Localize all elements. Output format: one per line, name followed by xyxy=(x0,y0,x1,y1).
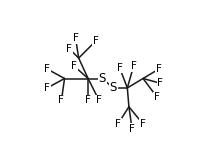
Text: F: F xyxy=(44,83,50,93)
Text: F: F xyxy=(73,33,79,43)
Text: F: F xyxy=(85,95,91,106)
Text: F: F xyxy=(157,78,163,88)
Text: F: F xyxy=(117,62,122,73)
Text: F: F xyxy=(129,124,135,134)
Text: F: F xyxy=(58,95,64,106)
Text: F: F xyxy=(71,61,77,71)
Text: F: F xyxy=(96,95,102,106)
Text: S: S xyxy=(99,72,106,85)
Text: F: F xyxy=(66,44,72,54)
Text: F: F xyxy=(93,36,99,46)
Text: F: F xyxy=(156,64,162,74)
Text: F: F xyxy=(131,61,136,71)
Text: S: S xyxy=(110,81,117,94)
Text: F: F xyxy=(44,64,50,74)
Text: F: F xyxy=(115,119,121,129)
Text: F: F xyxy=(140,119,146,129)
Text: F: F xyxy=(154,92,160,102)
